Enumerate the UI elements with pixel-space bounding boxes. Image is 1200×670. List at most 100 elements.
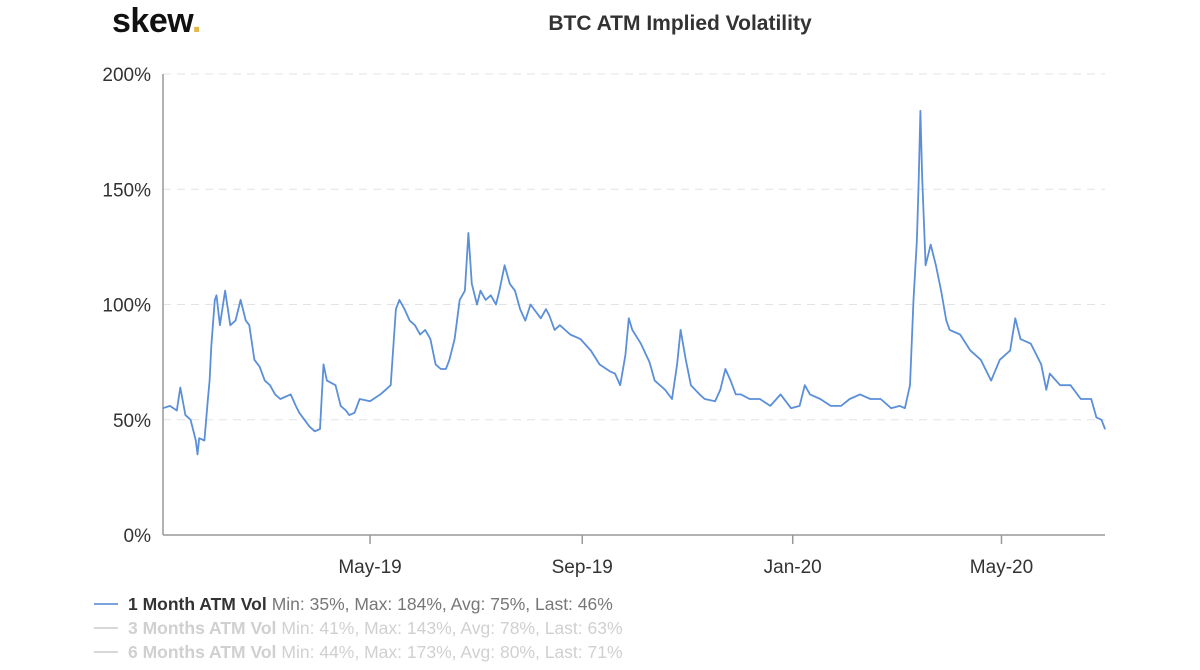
skew-logo: skew. [112,2,201,41]
data-point [769,405,771,407]
data-point [628,317,630,319]
data-point [479,290,482,292]
data-point [176,409,178,412]
data-point [590,350,592,352]
data-point [485,299,487,301]
data-point [545,308,547,310]
data-point [519,308,521,310]
data-point [940,290,942,292]
x-tick-label: Sep-19 [552,557,613,578]
y-tick-label: 0% [124,526,152,547]
data-point [719,389,721,391]
x-tick-label: May-19 [338,557,401,578]
data-point [309,426,311,428]
y-tick-label: 50% [113,411,151,432]
y-tick-label: 200% [102,65,151,86]
data-point [203,439,206,442]
data-point [654,379,656,382]
data-point [440,368,442,370]
data-point [245,320,247,322]
data-point [298,412,300,414]
data-point [735,393,737,395]
data-point [548,315,551,317]
data-point [369,400,371,402]
data-point [248,324,250,326]
legend-name: 6 Months ATM Vol [128,642,277,662]
data-point [162,407,164,409]
data-point [240,299,242,301]
data-point [514,290,516,292]
y-tick-label: 100% [102,296,151,317]
data-point [999,359,1001,361]
data-point [467,232,469,234]
data-point [529,303,532,306]
data-point [918,179,920,181]
data-point [949,329,951,331]
data-point [714,400,716,402]
data-point [274,393,276,395]
legend-stats: Min: 41%, Max: 143%, Avg: 78%, Last: 63% [281,618,623,638]
data-point [912,299,915,301]
x-tick-label: Jan-20 [764,557,822,578]
data-point [799,405,801,407]
data-point [809,393,811,395]
data-point [724,368,727,370]
data-point [295,405,297,407]
data-point [476,303,478,306]
data-point [554,329,556,331]
data-point [690,384,692,386]
data-point [676,363,678,366]
data-point [524,320,526,322]
data-point [409,320,411,322]
data-point [1069,384,1072,386]
data-point [698,393,701,395]
data-point [980,359,982,361]
data-point [1014,317,1016,319]
y-tick-label: 150% [102,180,151,201]
data-point [424,329,426,331]
data-point [924,264,927,266]
legend: 1 Month ATM Vol Min: 35%, Max: 184%, Avg… [94,592,623,664]
data-point [935,264,937,266]
data-point [830,405,832,407]
data-point [631,329,633,331]
legend-item-3-months[interactable]: 3 Months ATM Vol Min: 41%, Max: 143%, Av… [94,616,623,640]
data-point [598,363,601,366]
data-point [1095,416,1097,419]
legend-item-1-month[interactable]: 1 Month ATM Vol Min: 35%, Max: 184%, Avg… [94,592,623,616]
data-point [208,379,211,382]
data-point [990,379,992,382]
data-point [819,398,821,400]
legend-name: 1 Month ATM Vol [128,594,267,614]
data-point [559,324,561,326]
data-point [390,384,392,386]
data-point [685,359,687,361]
data-point [890,407,892,409]
data-point [916,239,918,241]
x-tick-label: May-20 [970,557,1033,578]
data-point [1040,363,1042,366]
data-point [748,398,751,400]
data-point [730,379,732,382]
data-point [909,384,911,386]
data-point [930,243,932,246]
legend-swatch [94,603,118,605]
data-point [1049,373,1051,375]
data-point [219,324,221,326]
data-point [290,393,292,395]
chart-title: BTC ATM Implied Volatility [548,12,812,35]
data-point [264,379,266,382]
legend-swatch [94,651,118,653]
series-line-1-month-atm-vol [162,110,1106,456]
data-point [303,419,306,421]
data-point [849,398,851,400]
data-point [210,345,212,347]
data-point [196,453,199,455]
data-point [945,320,947,322]
data-point [190,419,192,421]
data-point [579,338,582,340]
data-point [359,398,361,400]
data-point [403,308,406,310]
legend-item-6-months[interactable]: 6 Months ATM Vol Min: 44%, Max: 173%, Av… [94,640,623,664]
data-point [384,389,387,391]
